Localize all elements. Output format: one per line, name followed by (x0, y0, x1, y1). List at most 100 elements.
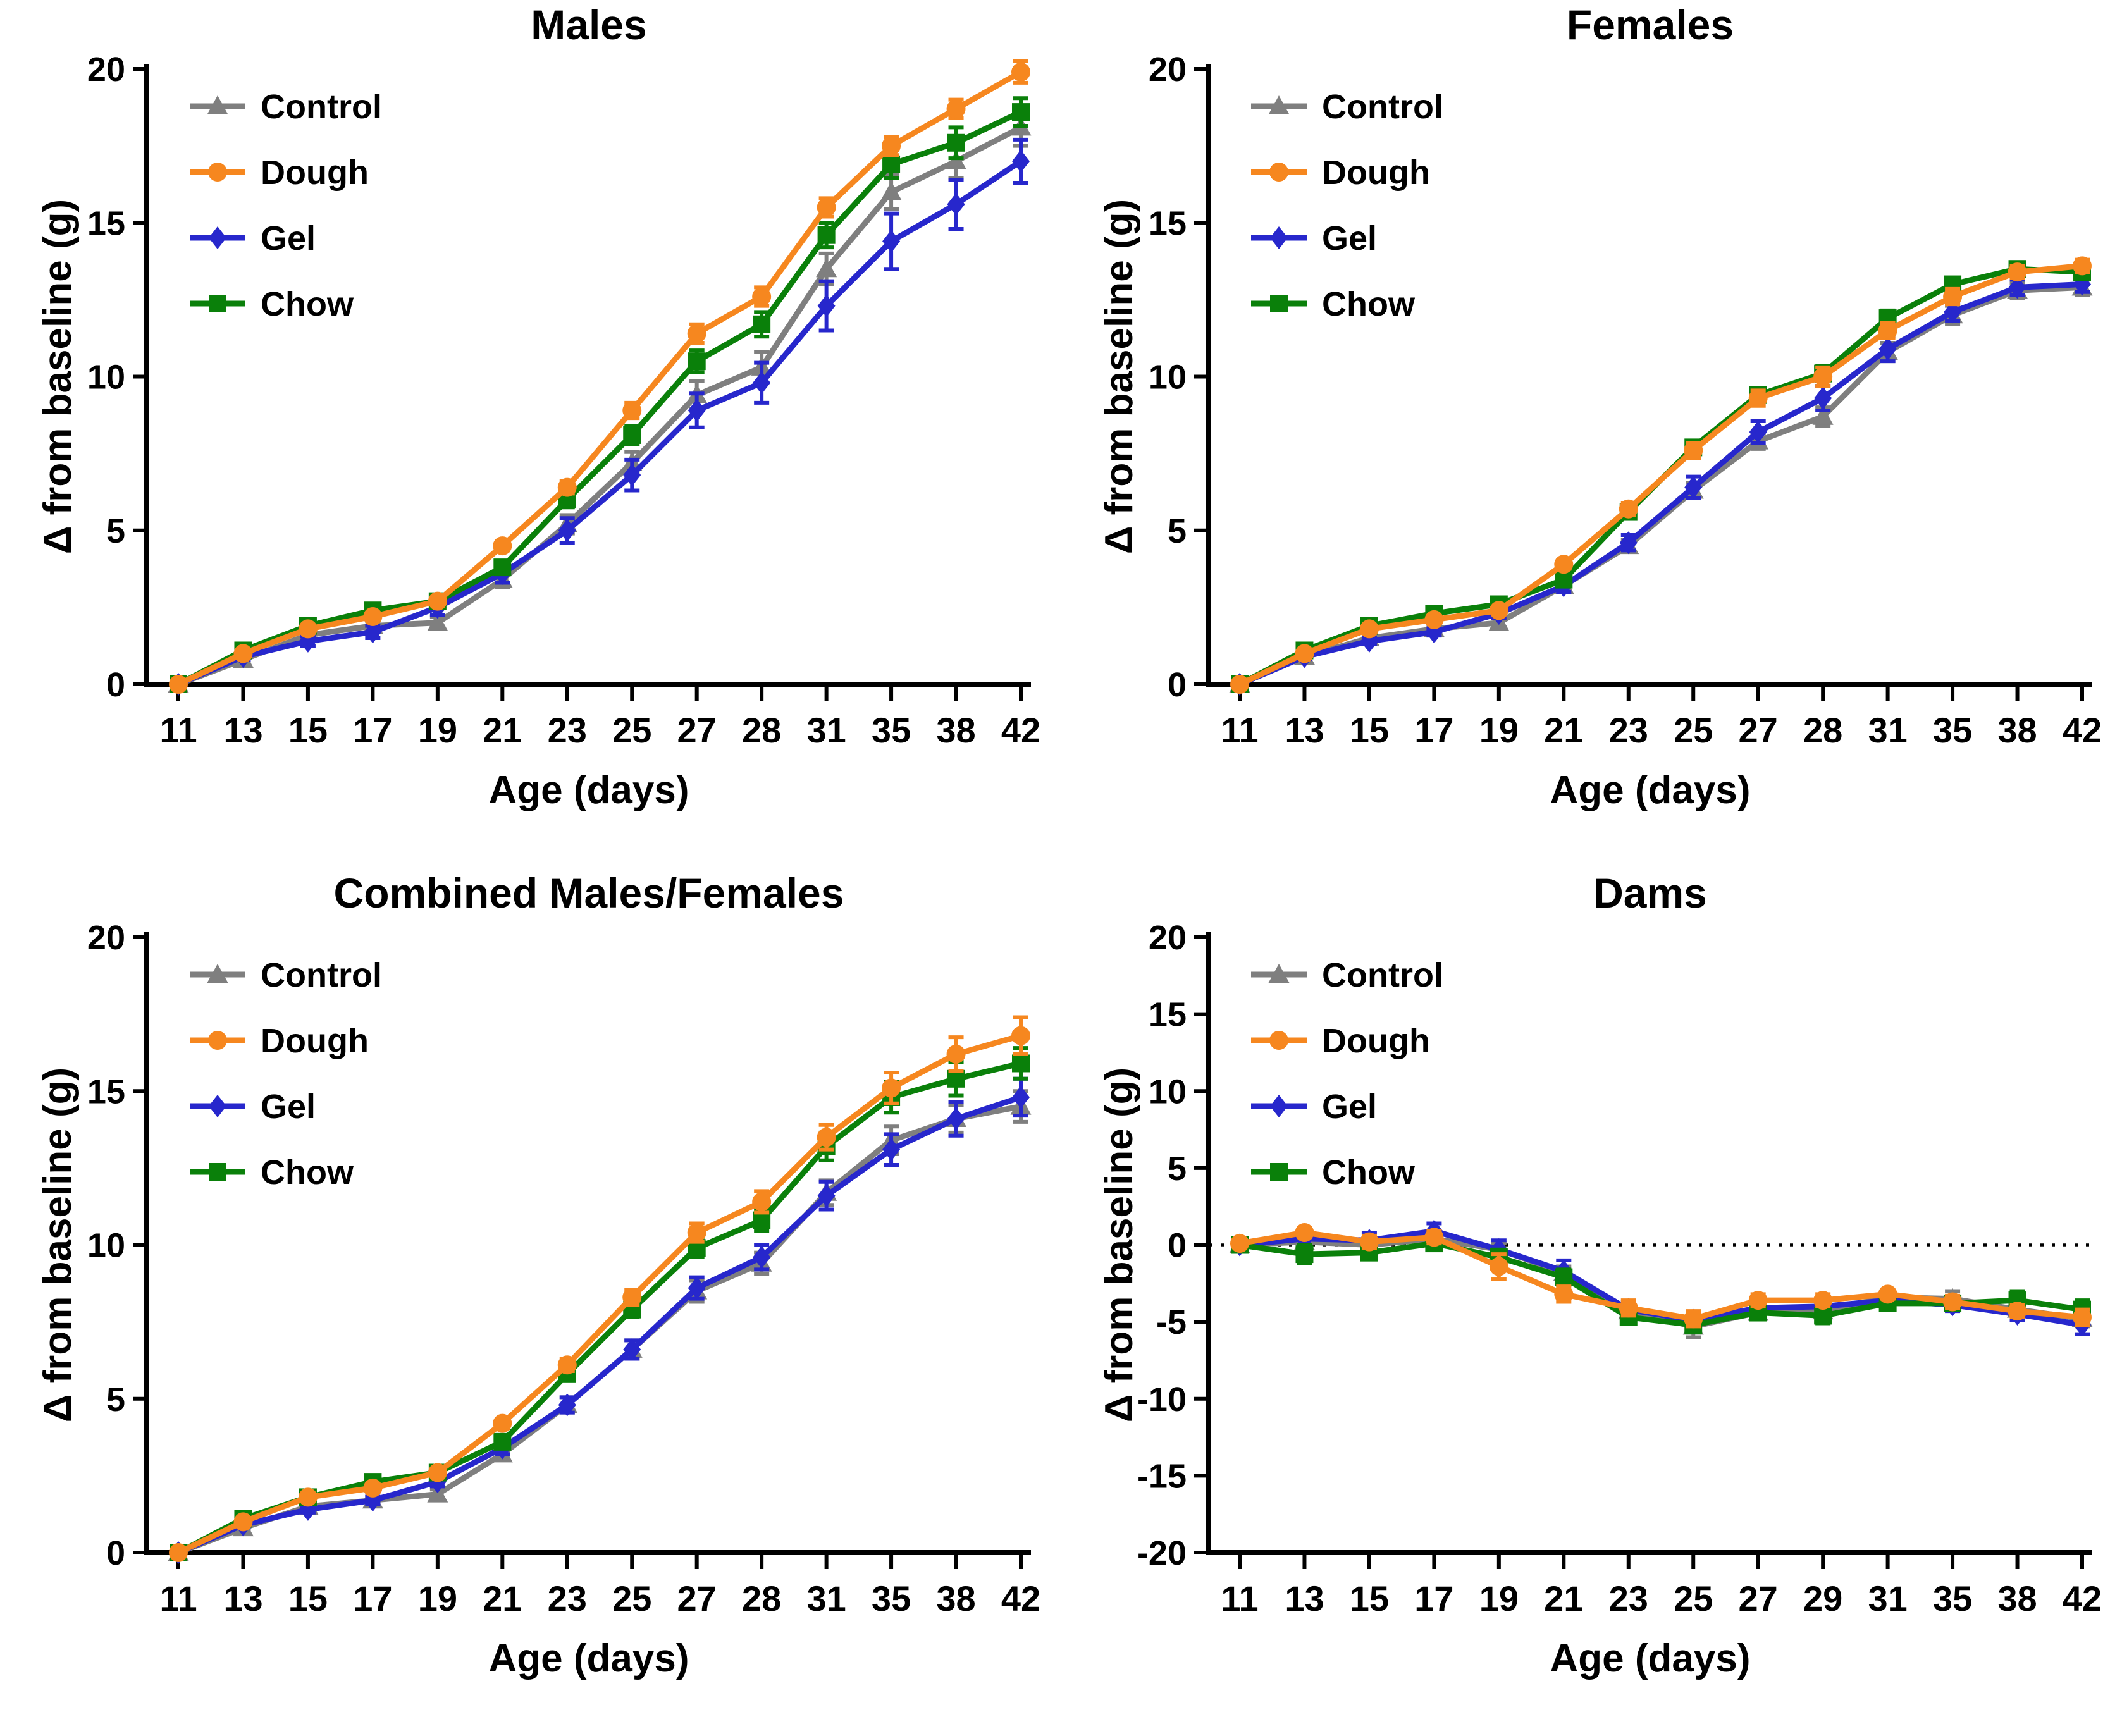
marker-square-chow (1012, 1054, 1030, 1073)
panel-males: 0 5 10 15 20 11 13 15 17 19 21 23 25 27 28 31 35 38 42 Male… (0, 0, 1061, 868)
marker-diamond-gel (1814, 386, 1832, 410)
x-tick-label: 42 (1001, 1579, 1040, 1618)
legend-label: Gel (1322, 219, 1377, 257)
marker-circle-dough (1748, 1291, 1768, 1310)
y-tick-label: 5 (106, 512, 125, 550)
legend-diamond-icon (209, 1095, 226, 1117)
x-tick-label: 25 (1674, 1579, 1713, 1618)
legend-diamond-icon (209, 226, 226, 249)
y-tick-label: 0 (1168, 666, 1187, 704)
x-tick-label: 11 (159, 710, 197, 750)
x-tick-label: 19 (418, 710, 457, 750)
legend-diamond-icon (1270, 226, 1288, 249)
x-tick-label: 11 (159, 1579, 197, 1618)
legend-item-chow: Chow (190, 285, 354, 323)
x-tick-label: 35 (1933, 1579, 1972, 1618)
panel-females: 0 5 10 15 20 11 13 15 17 19 21 23 25 27 28 31 35 38 42 Fema… (1061, 0, 2122, 868)
marker-circle-dough (817, 197, 836, 217)
marker-circle-dough (1878, 1284, 1897, 1304)
x-tick-label: 21 (1544, 1579, 1583, 1618)
marker-diamond-gel (2008, 276, 2026, 299)
marker-circle-dough (622, 1288, 642, 1307)
chart-title: Combined Males/Females (334, 870, 844, 916)
y-tick-label: 20 (87, 51, 125, 89)
x-tick-label: 15 (288, 1579, 328, 1618)
y-tick-label: 10 (87, 359, 125, 397)
x-axis-label: Age (days) (1550, 1637, 1751, 1680)
marker-diamond-gel (753, 1245, 771, 1269)
marker-diamond-gel (558, 1393, 576, 1417)
marker-circle-dough (1813, 1291, 1833, 1310)
marker-square-chow (753, 315, 771, 333)
marker-circle-dough (1359, 1232, 1379, 1252)
chart-males: 0 5 10 15 20 11 13 15 17 19 21 23 25 27 28 31 35 38 42 Male… (36, 1, 1040, 812)
marker-diamond-gel (1944, 300, 1962, 324)
legend-triangle-icon (207, 95, 228, 114)
marker-diamond-gel (1684, 476, 1703, 499)
x-tick-label: 38 (1997, 1579, 2037, 1618)
chart-females: 0 5 10 15 20 11 13 15 17 19 21 23 25 27 28 31 35 38 42 Fema… (1097, 1, 2102, 812)
y-tick-label: 20 (87, 919, 125, 957)
x-tick-label: 17 (353, 1579, 392, 1618)
x-tick-label: 42 (2063, 1579, 2102, 1618)
marker-square-chow (493, 1432, 512, 1451)
marker-triangle-control (816, 258, 837, 278)
legend-item-chow: Chow (1251, 1154, 1416, 1191)
x-tick-label: 23 (548, 710, 587, 750)
legend-circle-icon (208, 1031, 227, 1050)
marker-square-chow (1012, 103, 1030, 121)
legend-label: Control (1322, 956, 1443, 994)
marker-square-chow (947, 133, 965, 152)
marker-diamond-gel (753, 371, 771, 395)
legend-label: Dough (1322, 1022, 1430, 1060)
marker-circle-dough (1684, 1309, 1703, 1329)
x-tick-label: 25 (612, 710, 651, 750)
legend-label: Chow (261, 285, 354, 323)
marker-circle-dough (169, 1543, 188, 1562)
marker-circle-dough (298, 619, 318, 639)
x-tick-label: 31 (806, 1579, 846, 1618)
legend-item-chow: Chow (190, 1154, 354, 1191)
marker-circle-dough (752, 287, 772, 307)
marker-circle-dough (946, 99, 966, 119)
y-tick-label: 10 (1149, 1073, 1187, 1111)
legend-label: Gel (1322, 1088, 1377, 1126)
x-tick-label: 38 (936, 1579, 975, 1618)
marker-circle-dough (687, 324, 706, 343)
y-axis-label: Δ from baseline (g) (1097, 1068, 1141, 1422)
marker-diamond-gel (1619, 531, 1638, 555)
marker-diamond-gel (364, 1489, 382, 1512)
marker-circle-dough (363, 606, 383, 626)
legend-item-control: Control (190, 88, 382, 126)
x-tick-label: 17 (353, 710, 392, 750)
marker-square-chow (817, 226, 836, 244)
marker-circle-dough (298, 1487, 318, 1507)
marker-circle-dough (2008, 262, 2027, 282)
legend-label: Chow (1322, 285, 1416, 323)
series-line-gel (175, 158, 1024, 687)
chart-title: Females (1567, 1, 1734, 48)
y-tick-label: 10 (1149, 359, 1187, 397)
marker-circle-dough (1619, 1298, 1638, 1318)
marker-circle-dough (233, 644, 253, 663)
marker-diamond-gel (947, 1107, 965, 1131)
x-tick-label: 25 (1674, 710, 1713, 750)
marker-circle-dough (1684, 441, 1703, 460)
marker-triangle-control (427, 612, 448, 631)
panel-combined-males-females: 0 5 10 15 20 11 13 15 17 19 21 23 25 27 28 31 35 38 42 Comb… (0, 868, 1061, 1736)
marker-diamond-gel (947, 193, 965, 216)
marker-circle-dough (1943, 1292, 1963, 1312)
legend-item-gel: Gel (190, 219, 316, 257)
series-line-chow (175, 109, 1024, 687)
legend-label: Dough (261, 154, 369, 192)
series-line-dough (1237, 262, 2085, 687)
marker-diamond-gel (623, 1338, 641, 1361)
marker-circle-dough (1489, 601, 1508, 620)
series-line-gel (1237, 281, 2085, 687)
marker-circle-dough (428, 1463, 447, 1482)
y-tick-label: 5 (106, 1381, 125, 1419)
x-tick-label: 28 (742, 1579, 781, 1618)
marker-diamond-gel (817, 1184, 836, 1207)
marker-circle-dough (1619, 499, 1638, 519)
